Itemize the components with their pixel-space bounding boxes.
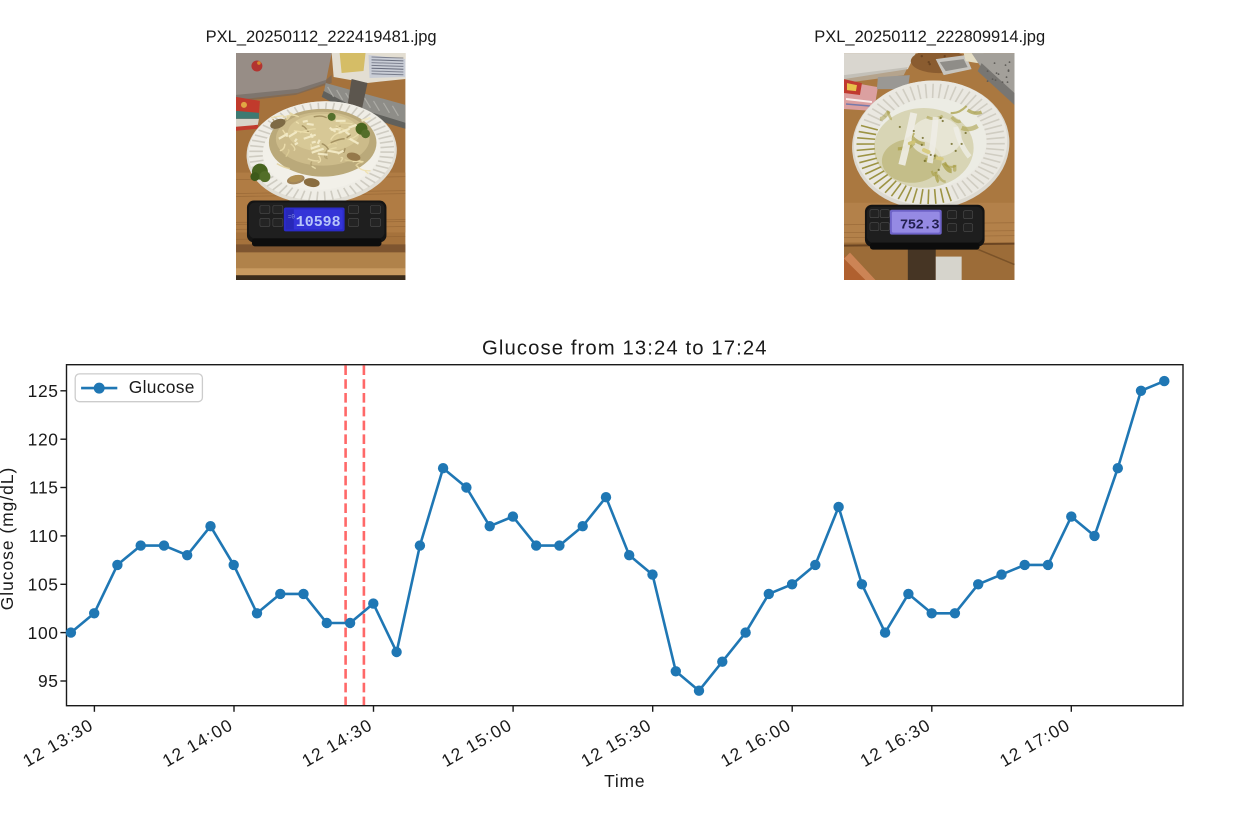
- svg-text:12 15:00: 12 15:00: [438, 714, 516, 770]
- svg-text:Glucose (mg/dL): Glucose (mg/dL): [0, 467, 17, 611]
- svg-text:12 16:00: 12 16:00: [717, 714, 795, 770]
- svg-text:95: 95: [38, 671, 59, 691]
- svg-text:12 13:30: 12 13:30: [19, 714, 97, 770]
- svg-text:12 17:00: 12 17:00: [996, 714, 1074, 770]
- svg-text:=0: =0: [288, 213, 296, 220]
- svg-text:12 14:00: 12 14:00: [159, 714, 237, 770]
- svg-text:125: 125: [28, 381, 59, 401]
- svg-text:Time: Time: [604, 771, 645, 791]
- svg-text:Glucose from 13:24 to 17:24: Glucose from 13:24 to 17:24: [482, 338, 768, 360]
- svg-text:752.3: 752.3: [900, 217, 939, 233]
- svg-text:Glucose: Glucose: [129, 377, 195, 397]
- svg-text:115: 115: [29, 478, 59, 498]
- svg-text:110: 110: [29, 526, 59, 546]
- svg-text:12 14:30: 12 14:30: [298, 714, 376, 770]
- svg-text:120: 120: [28, 429, 59, 449]
- svg-text:105: 105: [28, 575, 59, 595]
- svg-text:12 15:30: 12 15:30: [578, 714, 656, 770]
- svg-text:10598: 10598: [296, 215, 341, 231]
- svg-text:100: 100: [28, 623, 59, 643]
- svg-text:12 16:30: 12 16:30: [857, 714, 935, 770]
